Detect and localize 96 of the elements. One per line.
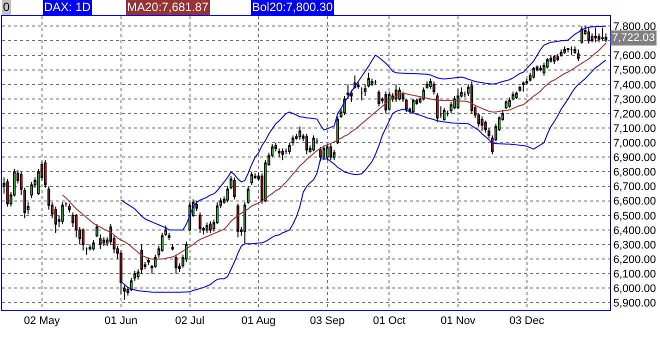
candlestick [532, 66, 535, 80]
y-tick-label: 7,100.00 [613, 122, 656, 135]
candlestick [560, 48, 563, 58]
candlestick [594, 27, 597, 43]
y-tick-label: 7,300.00 [613, 94, 656, 106]
text: Bol20:7,800.30 [252, 0, 334, 14]
candlestick [398, 86, 401, 101]
candlestick [577, 48, 580, 62]
candlestick [281, 148, 284, 161]
candlestick [552, 54, 556, 65]
candlestick [236, 203, 240, 238]
chart-title: DAX: 1D [44, 0, 92, 14]
candlestick [174, 254, 178, 274]
candlestick [209, 220, 212, 234]
candlestick [587, 27, 590, 44]
line-series [120, 26, 606, 230]
y-tick-label: 7,800.00 [613, 21, 656, 34]
candlestick [480, 116, 484, 132]
text: 7,722.03 [612, 32, 655, 44]
x-tick-label: 01 Nov [440, 315, 476, 328]
candlestick [360, 86, 364, 101]
candlestick [542, 62, 546, 76]
candlestick [367, 72, 370, 88]
candlestick [68, 203, 71, 213]
y-tick-label: 6,400.00 [613, 224, 656, 237]
candlestick [250, 171, 254, 186]
y-tick-label: 6,300.00 [613, 239, 656, 252]
candlestick [54, 206, 57, 234]
y-tick-label: 7,200.00 [613, 108, 656, 120]
candlestick [394, 84, 398, 102]
candlestick [198, 212, 202, 234]
y-tick-label: 6,500.00 [613, 210, 656, 222]
candlestick [85, 246, 88, 256]
line-series [62, 42, 606, 260]
candlestick [556, 53, 560, 62]
candlestick [515, 91, 518, 100]
y-tick-label: 6,600.00 [613, 196, 656, 208]
candlestick [412, 98, 415, 114]
candlestick [432, 81, 436, 96]
candlestick [446, 110, 450, 117]
candlestick [374, 80, 377, 85]
candlestick [570, 46, 573, 56]
candlestick [305, 133, 308, 155]
candlestick [233, 177, 236, 200]
candlestick [436, 92, 439, 123]
candlestick [504, 100, 508, 110]
candlestick [364, 84, 366, 97]
candlestick [378, 90, 380, 107]
text: 0 [3, 0, 10, 14]
candlestick [442, 107, 446, 122]
y-tick-label: 6,900.00 [613, 152, 656, 164]
y-tick-label: 6,000.00 [613, 283, 656, 296]
candlestick [6, 178, 9, 208]
x-tick-label: 01 Oct [373, 315, 406, 328]
x-tick-label: 01 Jun [104, 315, 138, 328]
candlestick [82, 228, 84, 251]
candlestick [456, 88, 460, 110]
y-tick-label: 7,600.00 [613, 50, 656, 62]
y-tick-label: 6,100.00 [613, 268, 656, 280]
candlestick [470, 81, 474, 114]
candlestick [326, 144, 329, 161]
candlestick [312, 134, 315, 152]
candlestick [563, 46, 566, 54]
x-tick-label: 03 Sep [310, 315, 345, 328]
candlestick [601, 27, 604, 42]
x-tick-label: 02 May [24, 315, 60, 328]
candlestick [44, 160, 47, 188]
candlestick [384, 91, 388, 114]
candlestick [102, 236, 106, 246]
y-tick-label: 6,700.00 [613, 181, 656, 194]
x-tick-label: 02 Jul [175, 315, 204, 328]
candlestick [539, 64, 542, 72]
y-tick-label: 7,400.00 [613, 79, 656, 92]
candlestick [92, 240, 95, 251]
x-tick-label: 01 Aug [241, 315, 276, 328]
candlestick [88, 244, 92, 251]
candlestick [322, 145, 326, 161]
y-tick-label: 6,200.00 [613, 254, 656, 266]
candlestick [329, 144, 332, 161]
y-tick-label: 6,800.00 [613, 166, 656, 179]
candlestick [319, 146, 322, 162]
candlestick [61, 202, 64, 225]
y-tick-label: 5,900.00 [613, 298, 656, 310]
candlestick [171, 244, 174, 251]
candlestick [298, 126, 302, 140]
candlestick [30, 181, 33, 198]
y-tick-label: 7,500.00 [613, 64, 656, 77]
x-tick-label: 03 Dec [509, 315, 545, 328]
text: MA20:7,681.87 [127, 0, 209, 14]
candlestick [522, 81, 525, 92]
y-tick-label: 7,000.00 [613, 137, 656, 150]
candlestick [518, 85, 522, 92]
candlestick [580, 26, 584, 44]
line-series [120, 60, 606, 293]
candlestick [206, 222, 208, 234]
candlestick [147, 257, 150, 266]
